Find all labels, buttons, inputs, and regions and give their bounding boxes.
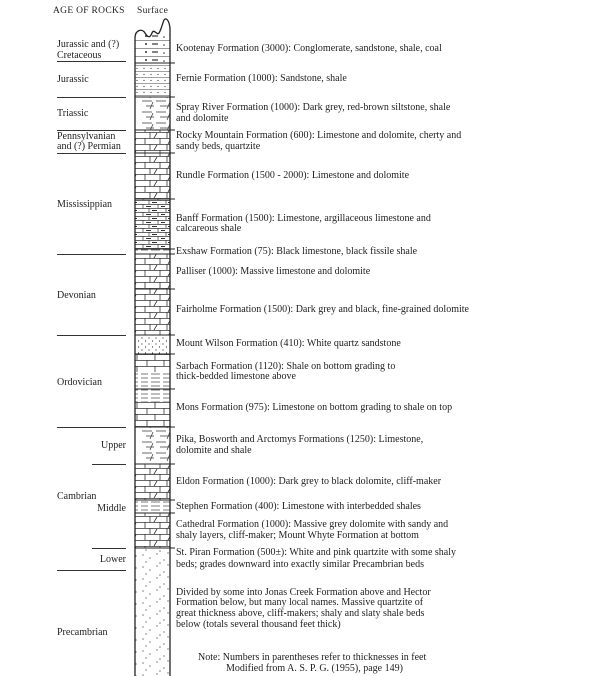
formation-sarbach-2: thick-bedded limestone above xyxy=(176,371,296,382)
formation-eldon: Eldon Formation (1000): Dark grey to bla… xyxy=(176,476,442,487)
note-line-1: Note: Numbers in parentheses refer to th… xyxy=(198,652,427,663)
age-divider xyxy=(57,335,126,336)
age-divider xyxy=(92,464,126,465)
age-upper-cambrian: Upper xyxy=(101,440,126,451)
age-ordovician: Ordovician xyxy=(57,377,102,388)
layer-fernie xyxy=(135,63,170,97)
age-lower-cambrian: Lower xyxy=(99,554,126,565)
formation-mons: Mons Formation (975): Limestone on botto… xyxy=(176,402,453,413)
layer-sarbach-limestone xyxy=(135,354,170,372)
age-divider xyxy=(57,130,126,131)
formation-precambrian-2: Formation below, but many local names. M… xyxy=(176,597,424,608)
note-line-2: Modified from A. S. P. G. (1955), page 1… xyxy=(226,663,403,674)
layer-spray-river xyxy=(135,97,170,130)
age-devonian: Devonian xyxy=(57,290,96,301)
layer-cathedral xyxy=(135,513,170,548)
layer-sarbach-shale xyxy=(135,372,170,389)
formation-stephen: Stephen Formation (400): Limestone with … xyxy=(176,501,421,512)
age-divider xyxy=(92,548,126,549)
formation-precambrian: Divided by some into Jonas Creek Formati… xyxy=(176,587,431,598)
formation-cathedral: Cathedral Formation (1000): Massive grey… xyxy=(176,519,449,530)
formation-fernie: Fernie Formation (1000): Sandstone, shal… xyxy=(176,73,347,84)
formation-palliser: Palliser (1000): Massive limestone and d… xyxy=(176,266,371,277)
formation-st-piran: St. Piran Formation (500±): White and pi… xyxy=(176,547,456,558)
age-jurassic: Jurassic xyxy=(57,74,89,85)
layer-pika xyxy=(135,427,170,464)
formation-rundle: Rundle Formation (1500 - 2000): Limeston… xyxy=(176,170,410,181)
formation-pika-2: dolomite and shale xyxy=(176,445,252,456)
age-jurassic-cretaceous: Jurassic and (?) xyxy=(57,39,120,50)
layer-mons-shale xyxy=(135,389,170,402)
formation-pika: Pika, Bosworth and Arctomys Formations (… xyxy=(176,434,424,445)
layer-banff xyxy=(135,199,170,249)
layer-eldon xyxy=(135,464,170,500)
formation-fairholme: Fairholme Formation (1500): Dark grey an… xyxy=(176,304,469,315)
age-of-rocks-header: AGE OF ROCKS xyxy=(53,6,125,16)
surface-header: Surface xyxy=(137,6,169,16)
formation-spray-river: Spray River Formation (1000): Dark grey,… xyxy=(176,102,451,113)
age-divider xyxy=(57,97,126,98)
formation-banff: Banff Formation (1500): Limestone, argil… xyxy=(176,213,431,224)
formation-precambrian-4: below (totals several thousand feet thic… xyxy=(176,619,341,630)
column-outline xyxy=(134,18,171,676)
layer-st-piran xyxy=(135,548,170,580)
age-pennsylvanian-2: and (?) Permian xyxy=(57,141,121,152)
formation-cathedral-2: shaly layers, cliff-maker; Mount Whyte F… xyxy=(176,530,419,541)
layer-precambrian xyxy=(135,580,170,676)
layer-exshaw xyxy=(135,249,170,254)
layer-mons-limestone xyxy=(135,402,170,427)
age-triassic: Triassic xyxy=(57,108,89,119)
formation-sarbach: Sarbach Formation (1120): Shale on botto… xyxy=(176,361,396,372)
formation-kootenay: Kootenay Formation (3000): Conglomerate,… xyxy=(176,43,442,54)
formation-rocky-mountain: Rocky Mountain Formation (600): Limeston… xyxy=(176,130,462,141)
layer-kootenay xyxy=(135,34,170,63)
layer-rundle xyxy=(135,153,170,199)
formation-precambrian-3: great thickness above, cliff-makers; sha… xyxy=(176,608,425,619)
formation-banff-2: calcareous shale xyxy=(176,223,242,234)
formation-exshaw: Exshaw Formation (75): Black limestone, … xyxy=(176,246,418,257)
age-precambrian: Precambrian xyxy=(57,627,108,638)
layer-palliser xyxy=(135,254,170,289)
layer-stephen xyxy=(135,500,170,513)
layer-mount-wilson xyxy=(135,335,170,354)
age-divider xyxy=(57,254,126,255)
formation-spray-river-2: and dolomite xyxy=(176,113,229,124)
age-divider xyxy=(57,61,126,62)
formation-rocky-mountain-2: sandy beds, quartzite xyxy=(176,141,261,152)
age-mississippian: Mississippian xyxy=(57,199,113,210)
layer-fairholme xyxy=(135,289,170,335)
age-divider xyxy=(57,427,126,428)
age-divider xyxy=(57,153,126,154)
age-jurassic-cretaceous-2: Cretaceous xyxy=(57,50,102,61)
age-cambrian: Cambrian xyxy=(57,491,97,502)
formation-mount-wilson: Mount Wilson Formation (410): White quar… xyxy=(176,338,401,349)
age-pennsylvanian: Pennsylvanian xyxy=(57,131,116,142)
age-divider xyxy=(57,570,126,571)
age-middle-cambrian: Middle xyxy=(97,503,126,514)
layer-rocky-mountain xyxy=(135,130,170,153)
formation-st-piran-2: beds; grades downward into exactly simil… xyxy=(176,559,424,570)
